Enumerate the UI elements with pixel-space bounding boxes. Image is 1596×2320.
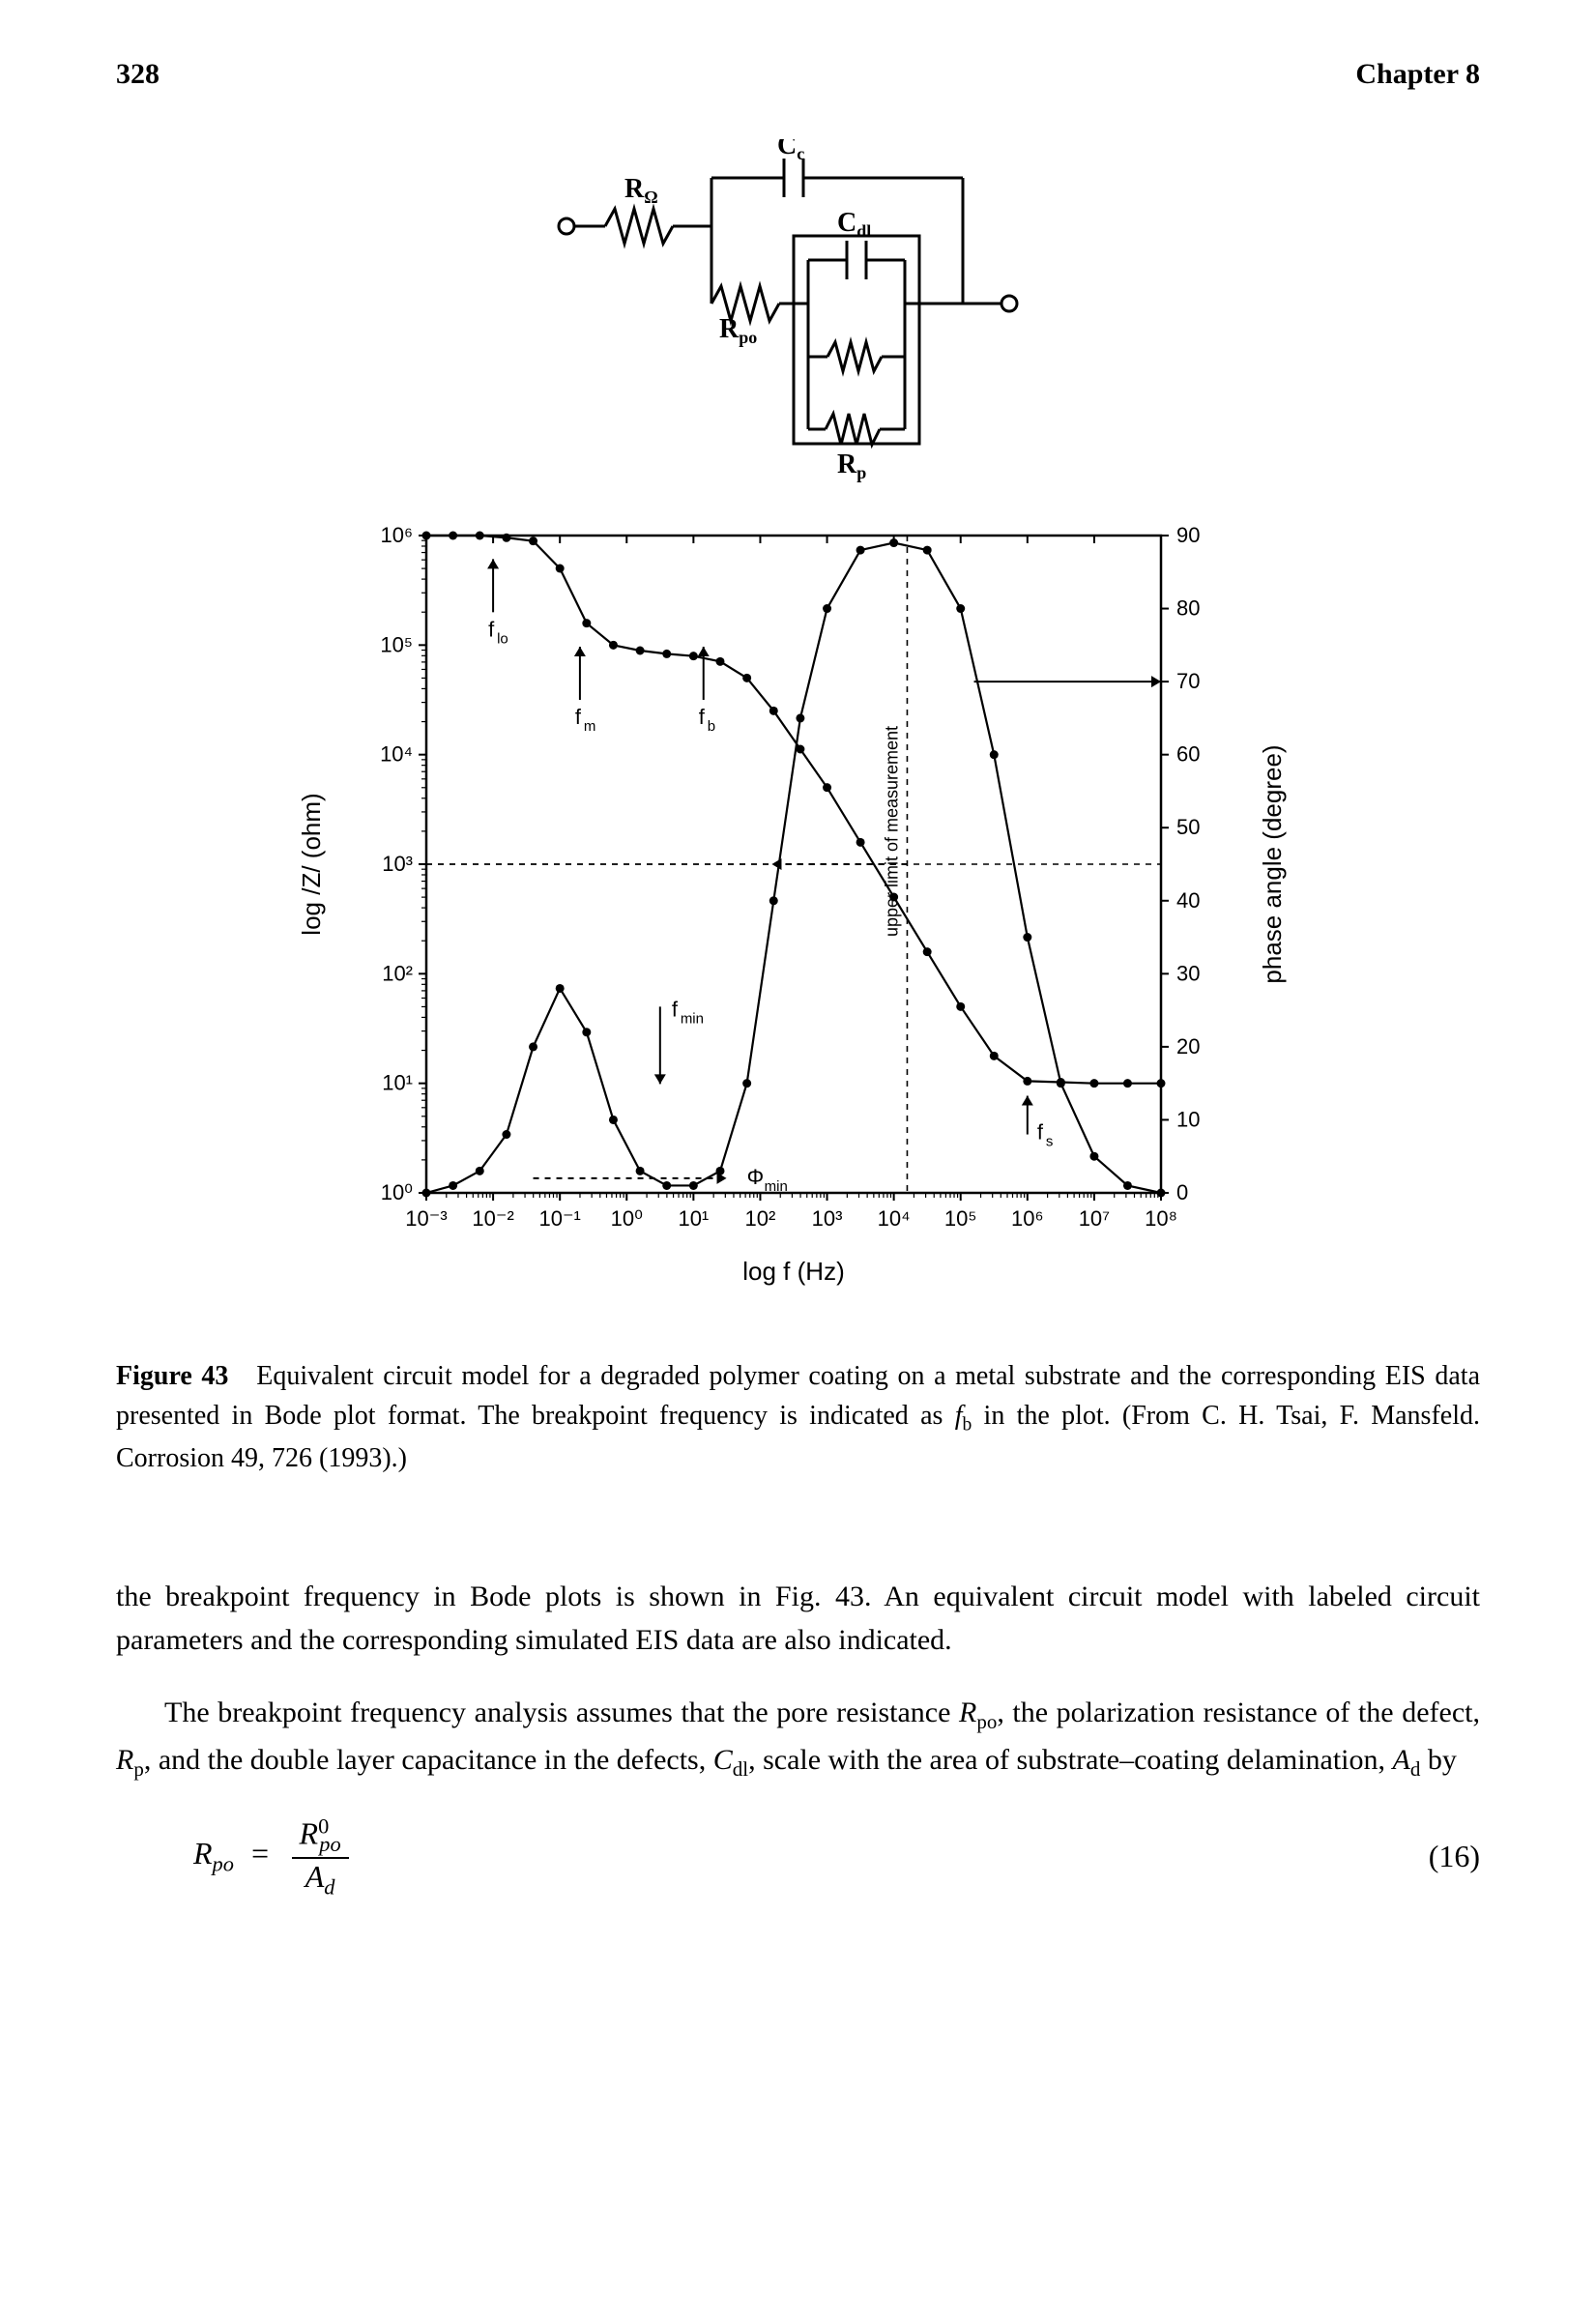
svg-text:10²: 10² [744,1206,775,1231]
svg-text:60: 60 [1176,742,1200,767]
chapter-label: Chapter 8 [1355,58,1480,91]
svg-text:10³: 10³ [811,1206,842,1231]
svg-text:phase angle (degree): phase angle (degree) [1258,744,1287,983]
svg-text:70: 70 [1176,669,1200,693]
svg-text:log f (Hz): log f (Hz) [742,1257,844,1286]
svg-text:40: 40 [1176,888,1200,913]
svg-text:10⁻²: 10⁻² [472,1206,513,1231]
svg-text:10⁻¹: 10⁻¹ [538,1206,580,1231]
svg-text:20: 20 [1176,1034,1200,1058]
svg-text:RΩ: RΩ [624,174,658,207]
equation-16: Rpo = R0po Ad (16) [193,1813,1480,1900]
svg-text:10⁰: 10⁰ [380,1180,412,1204]
svg-text:upper limit of measurement: upper limit of measurement [882,726,901,937]
page-number: 328 [116,58,160,91]
svg-text:10⁶: 10⁶ [380,523,413,547]
figure-43: RΩ Cc Cdl Rpo Rp 10⁻³10⁻²10⁻¹10⁰10¹10²10… [116,139,1480,1299]
svg-text:f: f [698,705,705,729]
equation-number: (16) [1429,1839,1480,1874]
paragraph-2: The breakpoint frequency analysis assume… [116,1691,1480,1784]
svg-text:10²: 10² [382,961,413,985]
svg-text:10⁶: 10⁶ [1011,1206,1044,1231]
svg-text:80: 80 [1176,596,1200,621]
svg-text:10⁸: 10⁸ [1145,1206,1177,1231]
svg-text:10⁵: 10⁵ [380,632,413,656]
svg-text:10³: 10³ [382,852,413,876]
svg-text:10⁴: 10⁴ [380,742,413,767]
svg-text:f: f [488,617,495,641]
svg-text:10⁴: 10⁴ [877,1206,910,1231]
svg-text:min: min [764,1178,787,1195]
svg-text:10⁵: 10⁵ [943,1206,976,1231]
bode-plot: 10⁻³ 10⁻² 10⁻¹ 10⁰ 10¹ 10² 10³ 10⁴ 10⁵ 10⁶ 10⁷ 10⁸ l… [291,507,1306,1299]
svg-text:10⁰: 10⁰ [610,1206,642,1231]
svg-text:90: 90 [1176,523,1200,547]
svg-text:Rp: Rp [837,450,866,482]
equivalent-circuit-diagram: RΩ Cc Cdl Rpo Rp [547,139,1050,487]
svg-text:f: f [1036,1120,1043,1145]
svg-text:Cdl: Cdl [837,208,871,241]
svg-text:Cc: Cc [777,139,804,163]
svg-text:m: m [583,718,595,735]
svg-text:10¹: 10¹ [382,1071,413,1095]
figure-label: Figure 43 [116,1361,228,1391]
svg-text:10¹: 10¹ [678,1206,709,1231]
svg-text:b: b [707,718,714,735]
svg-text:lo: lo [497,630,508,647]
figure-caption: Figure 43 Equivalent circuit model for a… [116,1357,1480,1478]
svg-text:log /Z/ (ohm): log /Z/ (ohm) [297,793,326,935]
page-header: 328 Chapter 8 [116,58,1480,91]
paragraph-1: the breakpoint frequency in Bode plots i… [116,1575,1480,1662]
svg-text:10: 10 [1176,1107,1200,1131]
svg-text:10⁻³: 10⁻³ [405,1206,447,1231]
svg-text:min: min [680,1010,703,1027]
svg-text:10⁷: 10⁷ [1078,1206,1109,1231]
svg-text:s: s [1045,1134,1053,1150]
svg-text:Φ: Φ [746,1165,764,1189]
svg-text:f: f [574,705,581,729]
svg-text:50: 50 [1176,815,1200,839]
svg-text:f: f [671,997,678,1021]
svg-text:30: 30 [1176,961,1200,985]
svg-text:0: 0 [1176,1180,1188,1204]
